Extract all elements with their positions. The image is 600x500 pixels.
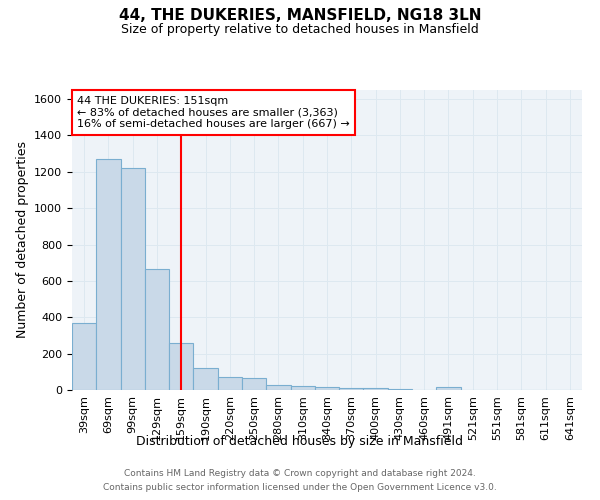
Bar bbox=[169, 342, 193, 390]
Bar bbox=[388, 388, 412, 390]
Bar bbox=[242, 378, 266, 390]
Bar bbox=[315, 388, 339, 390]
Text: Contains HM Land Registry data © Crown copyright and database right 2024.: Contains HM Land Registry data © Crown c… bbox=[124, 468, 476, 477]
Bar bbox=[218, 378, 242, 390]
Bar bbox=[145, 269, 169, 390]
Bar bbox=[364, 388, 388, 390]
Bar bbox=[96, 159, 121, 390]
Bar bbox=[266, 384, 290, 390]
Bar bbox=[72, 322, 96, 390]
Bar bbox=[339, 388, 364, 390]
Bar bbox=[193, 368, 218, 390]
Bar bbox=[121, 168, 145, 390]
Y-axis label: Number of detached properties: Number of detached properties bbox=[16, 142, 29, 338]
Text: 44, THE DUKERIES, MANSFIELD, NG18 3LN: 44, THE DUKERIES, MANSFIELD, NG18 3LN bbox=[119, 8, 481, 22]
Text: 44 THE DUKERIES: 151sqm
← 83% of detached houses are smaller (3,363)
16% of semi: 44 THE DUKERIES: 151sqm ← 83% of detache… bbox=[77, 96, 350, 129]
Text: Contains public sector information licensed under the Open Government Licence v3: Contains public sector information licen… bbox=[103, 484, 497, 492]
Text: Size of property relative to detached houses in Mansfield: Size of property relative to detached ho… bbox=[121, 22, 479, 36]
Bar bbox=[436, 386, 461, 390]
Bar bbox=[290, 386, 315, 390]
Text: Distribution of detached houses by size in Mansfield: Distribution of detached houses by size … bbox=[137, 435, 464, 448]
